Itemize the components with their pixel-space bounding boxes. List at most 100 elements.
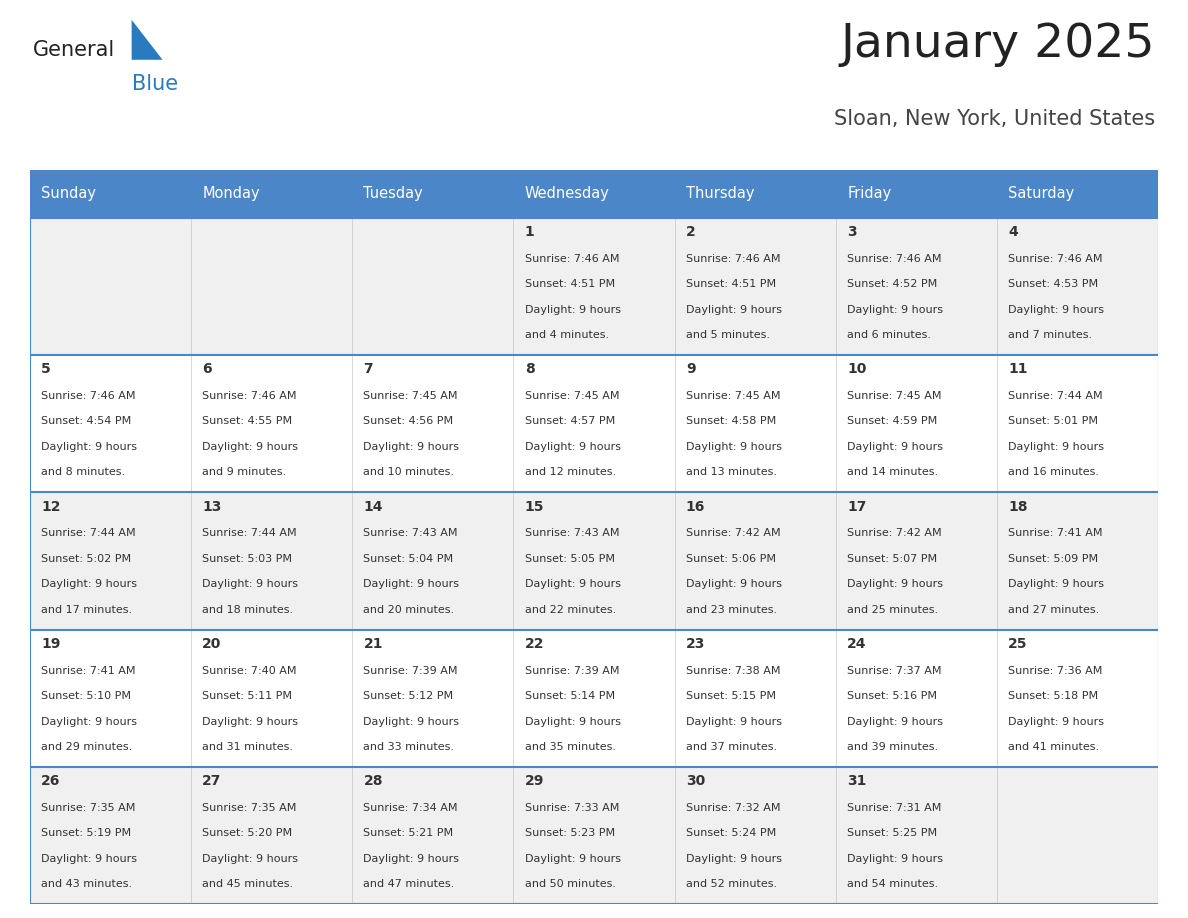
Text: Tuesday: Tuesday [364,186,423,201]
Text: Sunrise: 7:46 AM: Sunrise: 7:46 AM [202,391,297,401]
Text: 8: 8 [525,363,535,376]
Text: 2: 2 [685,225,696,239]
Text: January 2025: January 2025 [840,22,1155,68]
Text: Sunrise: 7:46 AM: Sunrise: 7:46 AM [847,253,942,263]
Text: and 8 minutes.: and 8 minutes. [40,467,125,477]
Text: and 5 minutes.: and 5 minutes. [685,330,770,340]
Text: Sunrise: 7:38 AM: Sunrise: 7:38 AM [685,666,781,676]
Text: 31: 31 [847,774,866,789]
Text: 17: 17 [847,499,866,513]
Text: and 22 minutes.: and 22 minutes. [525,605,615,615]
Polygon shape [132,20,163,60]
Text: and 12 minutes.: and 12 minutes. [525,467,615,477]
Text: and 39 minutes.: and 39 minutes. [847,742,939,752]
Text: Sunset: 4:56 PM: Sunset: 4:56 PM [364,417,454,427]
Text: Daylight: 9 hours: Daylight: 9 hours [364,579,460,589]
Text: and 13 minutes.: and 13 minutes. [685,467,777,477]
Text: Sunrise: 7:33 AM: Sunrise: 7:33 AM [525,803,619,813]
Text: Sunset: 4:59 PM: Sunset: 4:59 PM [847,417,937,427]
Text: 11: 11 [1009,363,1028,376]
Text: Sunrise: 7:45 AM: Sunrise: 7:45 AM [685,391,781,401]
Text: and 16 minutes.: and 16 minutes. [1009,467,1099,477]
Text: Sunset: 5:25 PM: Sunset: 5:25 PM [847,828,937,838]
Text: and 54 minutes.: and 54 minutes. [847,879,939,890]
Text: Sunset: 5:19 PM: Sunset: 5:19 PM [40,828,131,838]
Text: Sunrise: 7:35 AM: Sunrise: 7:35 AM [40,803,135,813]
Text: and 27 minutes.: and 27 minutes. [1009,605,1100,615]
Text: and 17 minutes.: and 17 minutes. [40,605,132,615]
Text: Daylight: 9 hours: Daylight: 9 hours [847,854,943,864]
Text: and 25 minutes.: and 25 minutes. [847,605,939,615]
Text: Sunrise: 7:37 AM: Sunrise: 7:37 AM [847,666,942,676]
Bar [513,170,675,218]
Text: General: General [33,39,115,60]
Text: 12: 12 [40,499,61,513]
Bar [191,170,352,218]
Text: Daylight: 9 hours: Daylight: 9 hours [525,305,620,315]
Text: and 23 minutes.: and 23 minutes. [685,605,777,615]
Text: Daylight: 9 hours: Daylight: 9 hours [202,854,298,864]
Text: and 4 minutes.: and 4 minutes. [525,330,608,340]
Text: and 45 minutes.: and 45 minutes. [202,879,293,890]
Text: Sunrise: 7:42 AM: Sunrise: 7:42 AM [847,529,942,539]
Text: Sloan, New York, United States: Sloan, New York, United States [834,109,1155,129]
Text: and 47 minutes.: and 47 minutes. [364,879,455,890]
Text: Sunset: 5:21 PM: Sunset: 5:21 PM [364,828,454,838]
Text: Friday: Friday [847,186,891,201]
Text: Sunset: 5:06 PM: Sunset: 5:06 PM [685,554,776,564]
Bar [30,170,191,218]
Text: 5: 5 [40,363,51,376]
Text: Thursday: Thursday [685,186,754,201]
Text: Sunrise: 7:31 AM: Sunrise: 7:31 AM [847,803,942,813]
Text: Sunrise: 7:46 AM: Sunrise: 7:46 AM [685,253,781,263]
Bar [836,170,997,218]
Text: Sunrise: 7:44 AM: Sunrise: 7:44 AM [1009,391,1102,401]
Text: Sunrise: 7:46 AM: Sunrise: 7:46 AM [40,391,135,401]
Text: Daylight: 9 hours: Daylight: 9 hours [847,717,943,726]
Text: Sunset: 5:14 PM: Sunset: 5:14 PM [525,691,615,701]
Bar [30,218,1158,355]
Text: and 20 minutes.: and 20 minutes. [364,605,455,615]
Text: Sunset: 5:24 PM: Sunset: 5:24 PM [685,828,776,838]
Text: and 6 minutes.: and 6 minutes. [847,330,931,340]
Text: Sunset: 4:52 PM: Sunset: 4:52 PM [847,279,937,289]
Text: Sunset: 5:10 PM: Sunset: 5:10 PM [40,691,131,701]
Text: Monday: Monday [202,186,260,201]
Text: and 41 minutes.: and 41 minutes. [1009,742,1099,752]
Text: Sunset: 5:20 PM: Sunset: 5:20 PM [202,828,292,838]
Text: Daylight: 9 hours: Daylight: 9 hours [525,579,620,589]
Text: and 43 minutes.: and 43 minutes. [40,879,132,890]
Text: Daylight: 9 hours: Daylight: 9 hours [685,442,782,452]
Text: and 52 minutes.: and 52 minutes. [685,879,777,890]
Text: 25: 25 [1009,637,1028,651]
Text: Saturday: Saturday [1009,186,1075,201]
Text: Daylight: 9 hours: Daylight: 9 hours [847,442,943,452]
Text: Sunrise: 7:41 AM: Sunrise: 7:41 AM [1009,529,1102,539]
Text: Daylight: 9 hours: Daylight: 9 hours [40,854,137,864]
Text: and 14 minutes.: and 14 minutes. [847,467,939,477]
Text: and 7 minutes.: and 7 minutes. [1009,330,1093,340]
Text: Daylight: 9 hours: Daylight: 9 hours [525,854,620,864]
Text: Daylight: 9 hours: Daylight: 9 hours [525,717,620,726]
Text: Daylight: 9 hours: Daylight: 9 hours [364,717,460,726]
Text: Sunset: 5:07 PM: Sunset: 5:07 PM [847,554,937,564]
Text: Sunset: 5:12 PM: Sunset: 5:12 PM [364,691,454,701]
Text: Sunset: 5:09 PM: Sunset: 5:09 PM [1009,554,1099,564]
Text: 30: 30 [685,774,706,789]
Text: Sunset: 5:16 PM: Sunset: 5:16 PM [847,691,937,701]
Text: 23: 23 [685,637,706,651]
Text: Daylight: 9 hours: Daylight: 9 hours [1009,717,1105,726]
Bar [352,170,513,218]
Text: Sunset: 4:51 PM: Sunset: 4:51 PM [525,279,615,289]
Text: Sunrise: 7:44 AM: Sunrise: 7:44 AM [202,529,297,539]
Text: Daylight: 9 hours: Daylight: 9 hours [685,717,782,726]
Text: Sunrise: 7:44 AM: Sunrise: 7:44 AM [40,529,135,539]
Text: Sunrise: 7:39 AM: Sunrise: 7:39 AM [525,666,619,676]
Text: 28: 28 [364,774,383,789]
Text: Sunrise: 7:39 AM: Sunrise: 7:39 AM [364,666,457,676]
Text: 29: 29 [525,774,544,789]
Bar [30,492,1158,630]
Text: Sunrise: 7:46 AM: Sunrise: 7:46 AM [525,253,619,263]
Text: 21: 21 [364,637,383,651]
Text: 20: 20 [202,637,222,651]
